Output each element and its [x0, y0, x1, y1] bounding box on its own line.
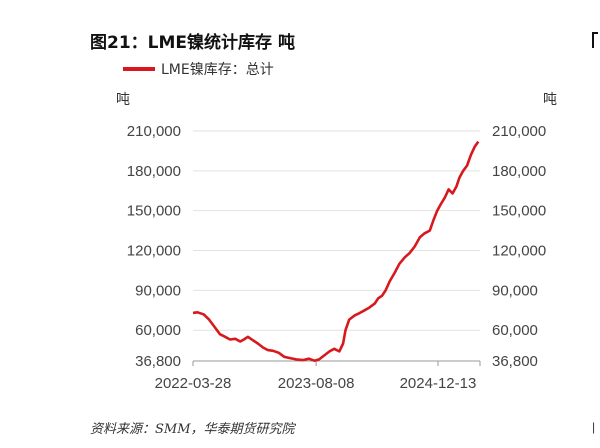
right-y-tick-label: 60,000 [492, 322, 538, 339]
right-y-tick-label: 90,000 [492, 282, 538, 299]
legend-label: LME镍库存：总计 [161, 62, 274, 78]
left-y-tick-label: 60,000 [135, 322, 181, 339]
x-tick-label: 2024-12-13 [400, 375, 477, 392]
right-axis-unit: 吨 [543, 92, 557, 108]
left-y-tick-label: 180,000 [127, 163, 181, 180]
left-y-ticks: 36,800 60,000 90,000 120,000 150,000 180,000 2… [127, 123, 181, 370]
right-y-tick-label: 180,000 [492, 163, 546, 180]
left-y-tick-label: 150,000 [127, 203, 181, 220]
source-note: 资料来源：SMM，华泰期货研究院 [90, 422, 295, 437]
x-tick-label: 2023-08-08 [278, 375, 355, 392]
chart-title: 图21：LME镍统计库存 吨 [90, 33, 295, 53]
left-y-tick-label: 36,800 [135, 353, 181, 370]
left-y-tick-label: 210,000 [127, 123, 181, 140]
right-y-tick-label: 210,000 [492, 123, 546, 140]
left-y-tick-label: 120,000 [127, 243, 181, 260]
x-tick-label: 2022-03-28 [155, 375, 232, 392]
right-y-ticks: 36,800 60,000 90,000 120,000 150,000 180,000 2… [492, 123, 546, 370]
right-y-tick-label: 120,000 [492, 243, 546, 260]
left-y-tick-label: 90,000 [135, 282, 181, 299]
legend: LME镍库存：总计 [123, 62, 274, 78]
right-y-tick-label: 150,000 [492, 203, 546, 220]
gridlines [193, 130, 480, 331]
adjacent-figure-edge [592, 32, 598, 48]
right-y-tick-label: 36,800 [492, 353, 538, 370]
left-axis-unit: 吨 [116, 92, 130, 108]
series-line-lme-nickel-stock [192, 140, 480, 362]
adjacent-figure-edge-text: | [592, 420, 596, 434]
x-axis: 2022-03-28 2023-08-08 2024-12-13 [155, 360, 481, 392]
